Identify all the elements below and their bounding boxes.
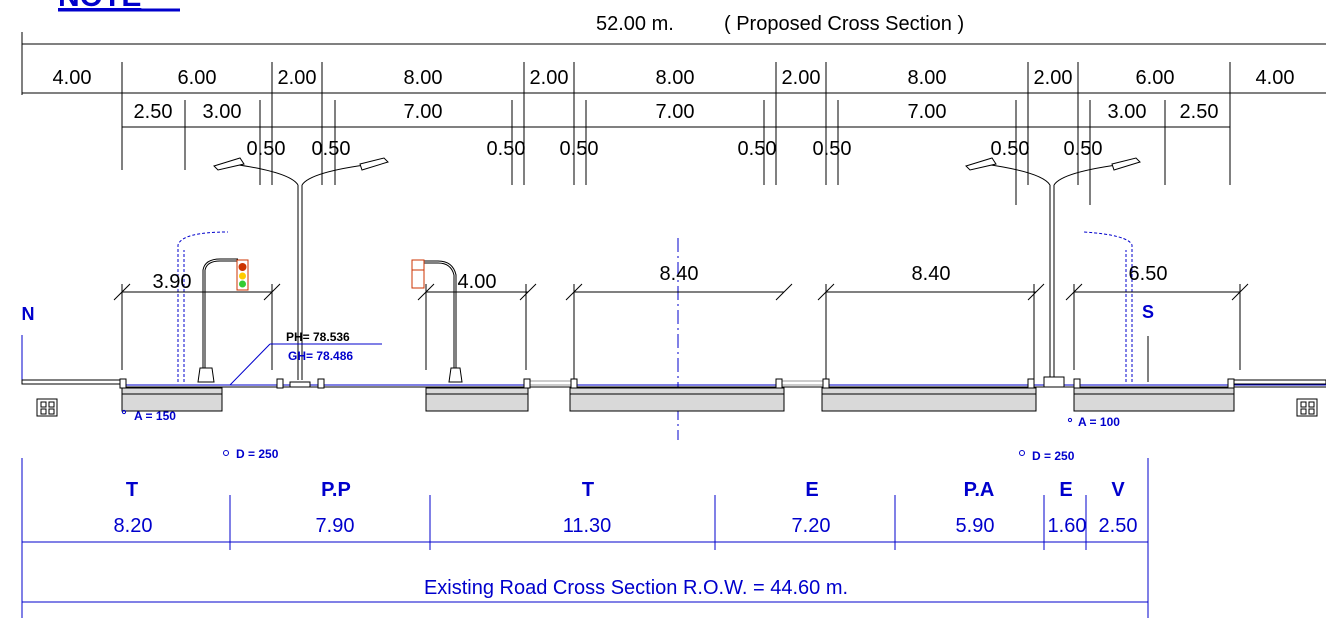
dim-mid-4: 6.50: [1129, 263, 1168, 285]
width-3: 7.20: [792, 515, 831, 537]
dim-r2-4: 7.00: [908, 101, 947, 123]
manhole-right-icon: [1296, 398, 1318, 417]
pipe-left-d: D = 250: [236, 447, 279, 461]
existing-table-lines: [21, 458, 1149, 618]
manhole-left-icon: [36, 398, 58, 417]
traffic-signal-center: [411, 259, 463, 383]
code-5: E: [1059, 479, 1072, 501]
mid-dim-labels: 3.90 4.00 8.40 8.40 6.50: [153, 263, 1168, 293]
pipe-right-a: A = 100: [1078, 415, 1120, 429]
width-4: 5.90: [956, 515, 995, 537]
traffic-signal-left: [197, 258, 249, 383]
code-0: T: [126, 479, 138, 501]
row2-ticks: [184, 100, 1166, 205]
dim-r3-1: 0.50: [312, 138, 351, 160]
dim-r3-5: 0.50: [813, 138, 852, 160]
dim-r1-4: 2.00: [530, 67, 569, 89]
dim-mid-0: 3.90: [153, 271, 192, 293]
code-4: P.A: [964, 479, 995, 501]
pipe-right-d: D = 250: [1032, 449, 1075, 463]
row2-labels: 2.50 3.00 7.00 7.00 7.00 3.00 2.50: [134, 101, 1219, 123]
existing-widths: 8.20 7.90 11.30 7.20 5.90 1.60 2.50: [114, 515, 1138, 537]
dim-r1-9: 6.00: [1136, 67, 1175, 89]
signal-green-light: [239, 280, 246, 288]
code-1: P.P: [321, 479, 351, 501]
dim-mid-2: 8.40: [660, 263, 699, 285]
dim-r2-3: 7.00: [656, 101, 695, 123]
width-2: 11.30: [563, 515, 612, 537]
pipe-left-a: A = 150: [134, 409, 176, 423]
width-6: 2.50: [1099, 515, 1138, 537]
dim-r1-1: 6.00: [178, 67, 217, 89]
row1-labels: 4.00 6.00 2.00 8.00 2.00 8.00 2.00 8.00 …: [53, 67, 1295, 89]
signal-red-light: [238, 263, 247, 271]
dim-r1-8: 2.00: [1034, 67, 1073, 89]
pipe-labels: A = 150 D = 250 A = 100 D = 250: [121, 409, 1120, 463]
dim-r2-0: 2.50: [134, 101, 173, 123]
dim-r3-2: 0.50: [487, 138, 526, 160]
existing-row-label: Existing Road Cross Section R.O.W. = 44.…: [424, 577, 848, 599]
dim-r3-3: 0.50: [560, 138, 599, 160]
level-callout: PH= 78.536 GH= 78.486: [229, 330, 382, 386]
width-1: 7.90: [316, 515, 355, 537]
dim-r2-5: 3.00: [1108, 101, 1147, 123]
width-5: 1.60: [1048, 515, 1087, 537]
signal-yellow-light: [239, 272, 246, 280]
dim-r3-6: 0.50: [991, 138, 1030, 160]
tree-left: [177, 231, 229, 382]
mid-dims: [113, 283, 1249, 382]
width-0: 8.20: [114, 515, 153, 537]
dim-r2-2: 7.00: [404, 101, 443, 123]
code-2: T: [582, 479, 594, 501]
dim-r3-7: 0.50: [1064, 138, 1103, 160]
dim-r1-6: 2.00: [782, 67, 821, 89]
street-light-left: [213, 157, 389, 380]
dim-r1-7: 8.00: [908, 67, 947, 89]
north-label: N: [22, 304, 35, 324]
street-light-right: [965, 157, 1141, 380]
dim-r2-6: 2.50: [1180, 101, 1219, 123]
dim-r3-0: 0.50: [247, 138, 286, 160]
row3-labels: 0.50 0.50 0.50 0.50 0.50 0.50 0.50 0.50: [247, 138, 1103, 160]
dim-mid-3: 8.40: [912, 263, 951, 285]
dim-r2-1: 3.00: [203, 101, 242, 123]
dim-r1-5: 8.00: [656, 67, 695, 89]
curbs: [119, 376, 1235, 389]
south-label: S: [1142, 302, 1154, 322]
ph-level: PH= 78.536: [286, 330, 350, 344]
dim-r1-3: 8.00: [404, 67, 443, 89]
gh-level: GH= 78.486: [288, 349, 353, 363]
dim-r1-0: 4.00: [53, 67, 92, 89]
code-6: V: [1111, 479, 1125, 501]
tree-right: [1083, 231, 1133, 382]
code-3: E: [805, 479, 818, 501]
slabs: [121, 387, 1235, 412]
row1-ticks: [121, 62, 1231, 185]
total-width-label: 52.00 m.: [596, 13, 674, 35]
dim-r1-10: 4.00: [1256, 67, 1295, 89]
dim-mid-1: 4.00: [458, 271, 497, 293]
existing-codes: T P.P T E P.A E V: [126, 479, 1125, 501]
dim-r3-4: 0.50: [738, 138, 777, 160]
dim-r1-2: 2.00: [278, 67, 317, 89]
road-surface: [21, 379, 1326, 388]
section-label: ( Proposed Cross Section ): [724, 13, 964, 35]
